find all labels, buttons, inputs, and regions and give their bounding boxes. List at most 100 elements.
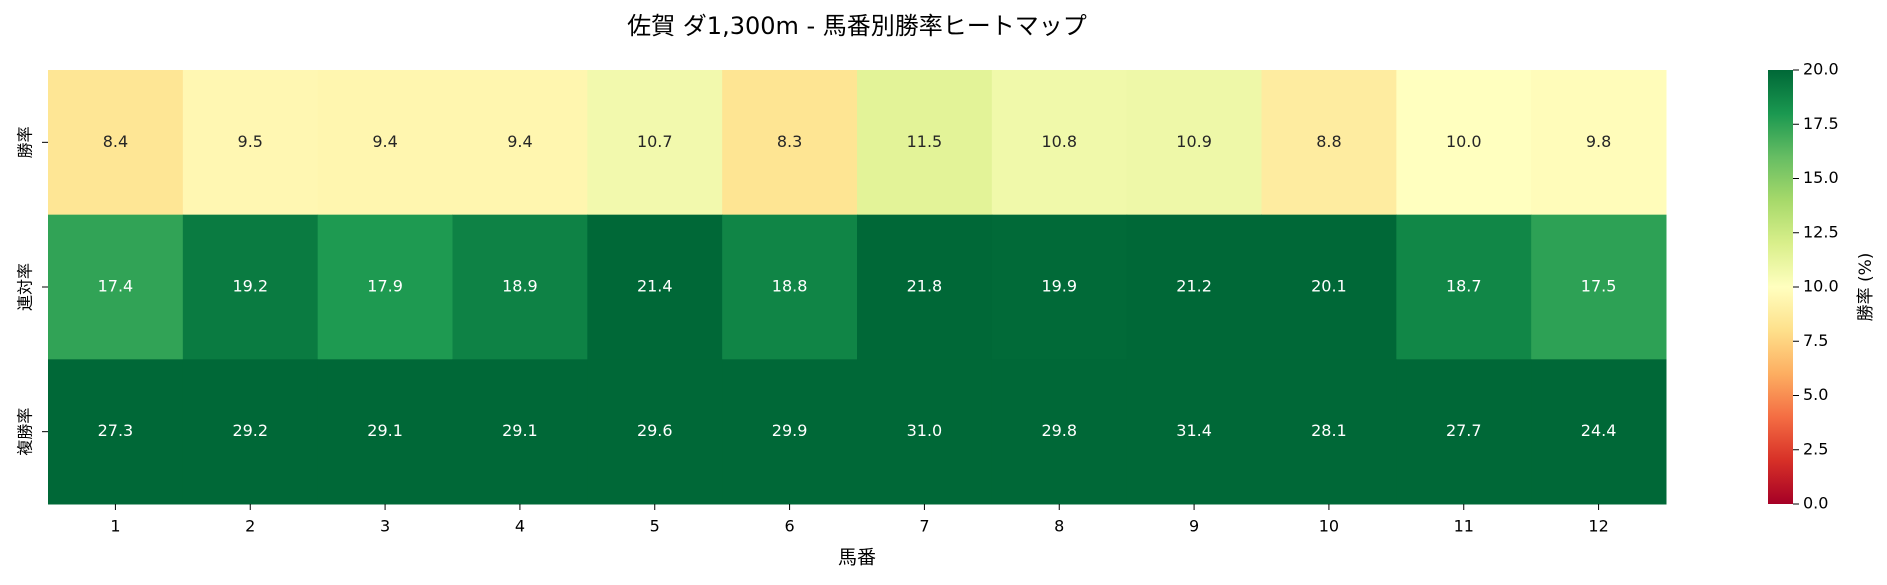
- cell-label: 27.3: [98, 421, 134, 440]
- y-tick-label: 連対率: [16, 263, 35, 311]
- x-tick-label: 3: [380, 517, 390, 536]
- y-tick-label: 勝率: [16, 126, 35, 158]
- cell-label: 9.5: [238, 132, 263, 151]
- heatmap-cell: [1396, 359, 1532, 505]
- cell-label: 24.4: [1581, 421, 1617, 440]
- heatmap-cell: [1396, 214, 1532, 360]
- cell-label: 18.9: [502, 277, 538, 296]
- heatmap-cell: [991, 214, 1128, 360]
- heatmap-cell: [587, 359, 723, 505]
- x-tick-label: 11: [1454, 517, 1474, 536]
- x-tick-label: 1: [110, 517, 120, 536]
- cell-label: 27.7: [1446, 421, 1482, 440]
- cell-label: 8.3: [777, 132, 802, 151]
- cell-label: 19.9: [1041, 277, 1077, 296]
- cell-label: 29.2: [232, 421, 268, 440]
- y-tick-label: 複勝率: [16, 408, 35, 456]
- cell-label: 29.1: [367, 421, 403, 440]
- cell-label: 18.7: [1446, 277, 1482, 296]
- colorbar-tick-label: 7.5: [1803, 331, 1828, 350]
- heatmap-cell: [1261, 70, 1397, 216]
- cell-label: 10.9: [1176, 132, 1212, 151]
- heatmap-cell: [857, 70, 993, 216]
- heatmap-cell: [722, 359, 858, 505]
- cell-label: 21.8: [907, 277, 943, 296]
- heatmap-cell: [991, 70, 1128, 216]
- cell-label: 17.4: [98, 277, 134, 296]
- heatmap-cell: [1261, 359, 1397, 505]
- x-tick-label: 10: [1319, 517, 1339, 536]
- x-tick-label: 12: [1588, 517, 1608, 536]
- heatmap-cell: [452, 214, 588, 360]
- heatmap-cell: [857, 359, 993, 505]
- cell-label: 8.4: [103, 132, 128, 151]
- cell-label: 20.1: [1311, 277, 1347, 296]
- colorbar-tick-label: 17.5: [1803, 114, 1839, 133]
- heatmap-cell: [317, 359, 453, 505]
- cell-label: 29.1: [502, 421, 538, 440]
- heatmap-cell: [48, 70, 184, 216]
- cell-label: 31.4: [1176, 421, 1212, 440]
- colorbar: [1768, 70, 1793, 504]
- x-tick-label: 2: [245, 517, 255, 536]
- heatmap-cell: [722, 214, 858, 360]
- cell-label: 29.8: [1041, 421, 1077, 440]
- cell-label: 9.8: [1586, 132, 1611, 151]
- heatmap-cell: [1531, 70, 1667, 216]
- heatmap-cell: [1531, 214, 1667, 360]
- heatmap-cell: [48, 214, 184, 360]
- cell-label: 17.5: [1581, 277, 1617, 296]
- cell-label: 28.1: [1311, 421, 1347, 440]
- colorbar-tick-label: 15.0: [1803, 168, 1839, 187]
- colorbar-tick-label: 12.5: [1803, 222, 1839, 241]
- colorbar-tick-label: 5.0: [1803, 385, 1828, 404]
- x-axis-title: 馬番: [838, 547, 876, 569]
- heatmap-cell: [452, 359, 588, 505]
- x-tick-label: 8: [1054, 517, 1064, 536]
- heatmap-cell: [182, 214, 319, 360]
- x-tick-label: 6: [784, 517, 794, 536]
- heatmap-cell: [182, 70, 319, 216]
- heatmap-cell: [1126, 214, 1262, 360]
- cell-label: 9.4: [507, 132, 532, 151]
- colorbar-tick-label: 2.5: [1803, 439, 1828, 458]
- colorbar-tick-label: 10.0: [1803, 277, 1839, 296]
- heatmap-cell: [182, 359, 319, 505]
- x-tick-label: 5: [650, 517, 660, 536]
- heatmap-cell: [1126, 359, 1262, 505]
- heatmap-cell: [587, 214, 723, 360]
- colorbar-title: 勝率 (%): [1856, 253, 1876, 322]
- cell-label: 8.8: [1316, 132, 1341, 151]
- heatmap-cell: [48, 359, 184, 505]
- cell-label: 9.4: [372, 132, 397, 151]
- heatmap-cell: [317, 70, 453, 216]
- heatmap-cell: [991, 359, 1128, 505]
- colorbar-tick-label: 0.0: [1803, 494, 1828, 513]
- cell-label: 10.8: [1041, 132, 1077, 151]
- heatmap-cell: [1396, 70, 1532, 216]
- cell-label: 11.5: [907, 132, 943, 151]
- heatmap-cell: [1126, 70, 1262, 216]
- chart-title: 佐賀 ダ1,300m - 馬番別勝率ヒートマップ: [627, 12, 1087, 40]
- cell-label: 17.9: [367, 277, 403, 296]
- cell-label: 10.0: [1446, 132, 1482, 151]
- heatmap-cell: [452, 70, 588, 216]
- x-tick-label: 9: [1189, 517, 1199, 536]
- heatmap-cell: [857, 214, 993, 360]
- cell-label: 29.9: [772, 421, 808, 440]
- heatmap-cell: [587, 70, 723, 216]
- heatmap-cell: [722, 70, 858, 216]
- x-tick-label: 4: [515, 517, 525, 536]
- heatmap-cell: [1261, 214, 1397, 360]
- cell-label: 21.4: [637, 277, 673, 296]
- colorbar-tick-label: 20.0: [1803, 60, 1839, 79]
- cell-label: 19.2: [232, 277, 268, 296]
- cell-label: 10.7: [637, 132, 673, 151]
- heatmap-cell: [1531, 359, 1667, 505]
- cell-label: 21.2: [1176, 277, 1212, 296]
- heatmap-cell: [317, 214, 453, 360]
- cell-label: 31.0: [907, 421, 943, 440]
- cell-label: 18.8: [772, 277, 808, 296]
- cell-label: 29.6: [637, 421, 673, 440]
